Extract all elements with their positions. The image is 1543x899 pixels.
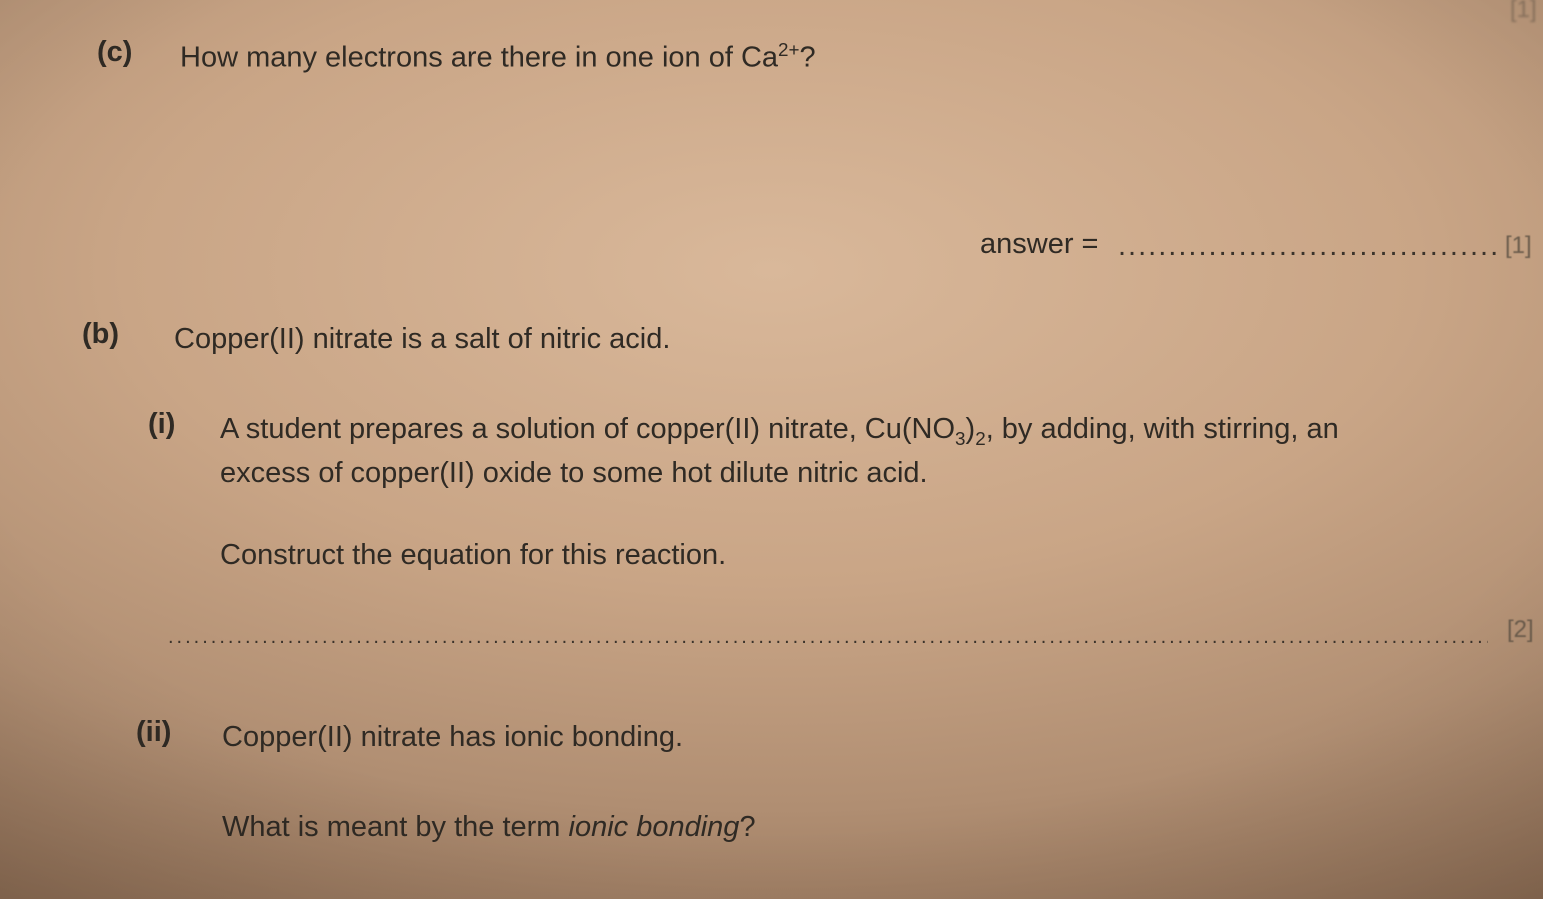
part-b-i-marks: [2] [1507, 616, 1534, 644]
part-c-question: How many electrons are there in one ion … [180, 36, 816, 79]
part-b-ii-marker: (ii) [136, 716, 171, 749]
part-b-intro: Copper(II) nitrate is a salt of nitric a… [174, 318, 670, 360]
answer-label: answer = [980, 228, 1098, 261]
equation-blank-dots: ........................................… [168, 626, 1488, 649]
nitrate-sub-3: 3 [955, 428, 965, 449]
part-b-i-line1: A student prepares a solution of copper(… [220, 408, 1533, 452]
part-b-i-marker: (i) [148, 408, 175, 441]
part-b-marker: (b) [82, 318, 119, 351]
nitrate-sub-2: 2 [975, 428, 985, 449]
answer-blank-dots: ........................................… [1118, 230, 1498, 263]
part-b-i-instruction: Construct the equation for this reaction… [220, 534, 726, 576]
part-c-marks: [1] [1505, 232, 1532, 260]
part-b-ii-line2: What is meant by the term ionic bonding? [222, 806, 756, 848]
bi-line1-prefix: A student prepares a solution of copper(… [220, 413, 955, 445]
offpage-marks-top-right: [1] [1510, 0, 1537, 24]
part-b-ii-line1: Copper(II) nitrate has ionic bonding. [222, 716, 683, 758]
bii-line2-prefix: What is meant by the term [222, 811, 569, 843]
part-c-text-prefix: How many electrons are there in one ion … [180, 42, 778, 74]
bi-mid1: ) [966, 413, 976, 445]
bi-line1-suffix: , by adding, with stirring, an [986, 413, 1339, 445]
worksheet-page: (c) How many electrons are there in one … [0, 0, 1543, 899]
part-b-i-line2: excess of copper(II) oxide to some hot d… [220, 452, 928, 494]
ionic-bonding-term: ionic bonding [569, 811, 740, 843]
bii-line2-suffix: ? [739, 811, 755, 843]
part-c-marker: (c) [97, 36, 132, 69]
part-c-text-suffix: ? [800, 42, 816, 74]
calcium-charge-superscript: 2+ [778, 39, 800, 60]
